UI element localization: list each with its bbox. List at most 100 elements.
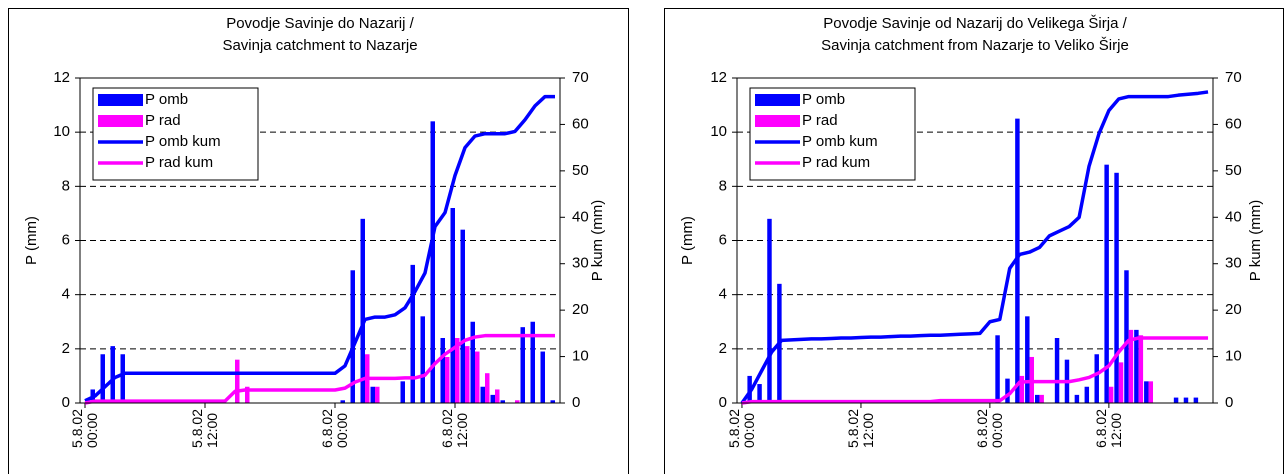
bar [420, 316, 425, 403]
bar [445, 356, 450, 403]
bar [757, 384, 762, 403]
line [740, 90, 1209, 405]
bar [430, 121, 435, 403]
bar [350, 270, 355, 403]
y2-tick-label: 0 [572, 394, 580, 411]
bar [450, 208, 455, 403]
legend-swatch [755, 115, 800, 127]
x-tick-label: 6.8.02 00:00 [973, 409, 1005, 448]
bar [995, 335, 1000, 403]
legend-label: P omb kum [802, 133, 878, 150]
bar [475, 351, 480, 403]
bar [360, 218, 365, 403]
bar [1138, 335, 1144, 403]
bar [455, 338, 460, 403]
y-tick-label: 8 [719, 177, 727, 194]
bar [1148, 381, 1154, 403]
y2-tick-label: 0 [1225, 394, 1233, 411]
bar [1015, 118, 1020, 403]
y-tick-label: 10 [710, 123, 727, 140]
bar [120, 354, 125, 403]
bar [1005, 378, 1010, 403]
bar [540, 351, 545, 403]
bar [1134, 329, 1139, 403]
y2-axis-title: P kum (mm) [589, 200, 606, 281]
x-tick-label: 6.8.02 12:00 [439, 409, 470, 448]
bar [550, 400, 555, 403]
bar [110, 346, 115, 403]
legend-swatch [755, 94, 800, 106]
bar [1084, 386, 1090, 403]
chart-title: Povodje Savinje do Nazarij / [226, 15, 414, 32]
y-tick-label: 4 [719, 286, 727, 303]
y-axis-title: P (mm) [23, 216, 40, 265]
chart-title: Povodje Savinje od Nazarij do Velikega Š… [823, 15, 1127, 32]
y2-tick-label: 30 [572, 255, 589, 272]
bar [1094, 354, 1099, 403]
bar [490, 394, 495, 403]
y-tick-label: 0 [62, 394, 70, 411]
chart-title: Savinja catchment to Nazarje [222, 37, 417, 54]
x-tick-label: 5.8.02 00:00 [725, 409, 757, 448]
x-tick-label: 5.8.02 00:00 [69, 409, 100, 448]
chart-title: Savinja catchment from Nazarje to Veliko… [821, 37, 1129, 54]
x-tick-label: 5.8.02 12:00 [189, 409, 220, 448]
bar [465, 346, 470, 403]
bar [100, 354, 105, 403]
y-tick-label: 10 [53, 123, 70, 140]
legend-label: P omb [802, 91, 845, 108]
bar [245, 386, 250, 403]
bar [1025, 316, 1030, 403]
y-tick-label: 0 [719, 394, 727, 411]
bar [1104, 164, 1109, 403]
legend-label: P rad kum [145, 154, 213, 171]
y-tick-label: 4 [62, 286, 70, 303]
y2-tick-label: 50 [572, 162, 589, 179]
bar [370, 386, 375, 403]
y2-tick-label: 20 [1225, 301, 1242, 318]
y-tick-label: 12 [53, 69, 70, 86]
y2-tick-label: 60 [1225, 115, 1242, 132]
x-tick-label: 5.8.02 12:00 [844, 409, 876, 448]
bar [1039, 394, 1044, 403]
bar [1114, 172, 1119, 403]
y-tick-label: 8 [62, 177, 70, 194]
y2-tick-label: 30 [1225, 255, 1242, 272]
bar [520, 327, 525, 403]
y-tick-label: 2 [719, 340, 727, 357]
bar [1183, 397, 1189, 403]
bar [410, 264, 415, 403]
y2-tick-label: 40 [572, 208, 589, 225]
plot-frame [736, 77, 1214, 404]
y2-tick-label: 10 [1225, 348, 1242, 365]
y2-tick-label: 70 [1225, 69, 1242, 86]
legend-swatch [98, 94, 143, 106]
legend-label: P omb [145, 91, 188, 108]
bar [235, 359, 240, 403]
bar [470, 321, 475, 403]
line [741, 336, 1209, 405]
bar [480, 386, 485, 403]
bar [440, 338, 445, 403]
bar [495, 389, 500, 403]
bar [1193, 397, 1199, 403]
bar [1124, 270, 1129, 403]
bar [1034, 394, 1040, 403]
x-tick-label: 6.8.02 00:00 [319, 409, 350, 448]
bar [1128, 329, 1134, 403]
y-tick-label: 6 [719, 231, 727, 248]
y2-tick-label: 70 [572, 69, 589, 86]
bar [1173, 397, 1179, 403]
legend-label: P rad [802, 112, 838, 129]
bar [1054, 338, 1060, 403]
bar [1019, 375, 1025, 403]
bar [500, 400, 505, 403]
bar [1118, 362, 1124, 403]
y2-tick-label: 40 [1225, 208, 1242, 225]
line [84, 94, 555, 403]
legend-label: P rad [145, 112, 181, 129]
legend-label: P omb kum [145, 133, 221, 150]
y-tick-label: 2 [62, 340, 70, 357]
plot-frame [79, 77, 561, 404]
